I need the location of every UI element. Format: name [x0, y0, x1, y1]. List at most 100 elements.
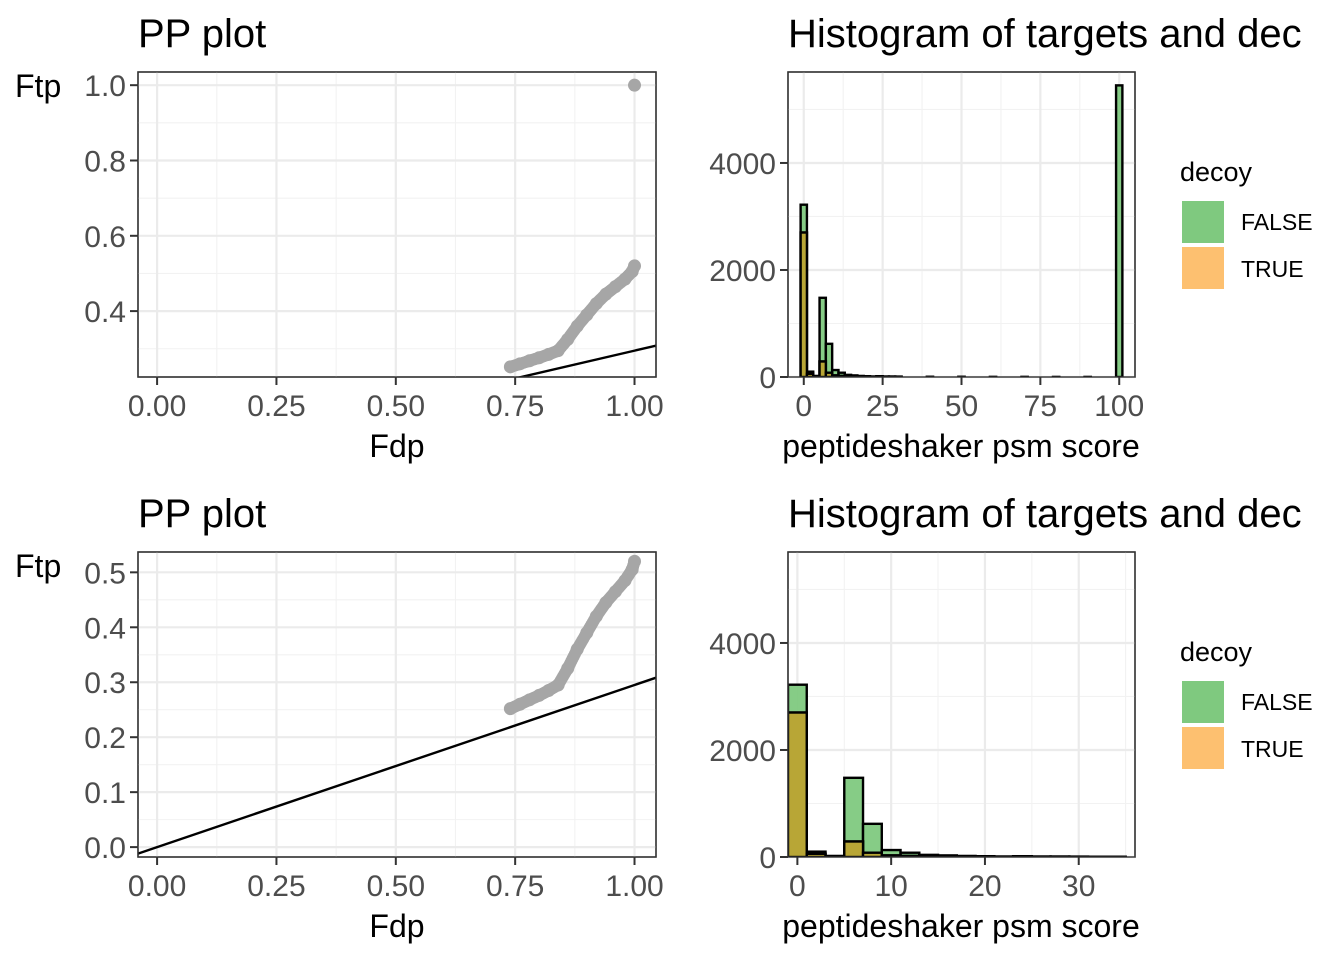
legend-top-label-true: TRUE [1241, 256, 1304, 282]
reference-line [138, 676, 656, 855]
pp-point [542, 683, 556, 697]
pp-bottom-xlabel: Fdp [369, 908, 424, 944]
legend-top-title: decoy [1180, 157, 1253, 187]
y-tick-label: 0 [759, 842, 776, 875]
y-tick-label: 2000 [709, 255, 776, 288]
y-tick-label: 1.0 [84, 70, 126, 103]
pp-top-title: PP plot [138, 12, 266, 56]
pp-top-border [137, 71, 657, 378]
legend-top-label-false: FALSE [1241, 209, 1313, 235]
pp-bottom-marks [138, 554, 656, 855]
x-tick-label: 75 [1024, 390, 1057, 423]
x-tick-label: 20 [968, 870, 1001, 903]
reference-line [515, 344, 656, 377]
pp-top-axes: 0.00 0.25 0.50 0.75 1.00 0.4 0.6 0.8 1.0 [84, 70, 663, 423]
pp-top-ylabel: Ftp [15, 68, 61, 104]
pp-point [628, 78, 642, 92]
pp-top-xlabel: Fdp [369, 428, 424, 464]
hist-bottom-border [787, 551, 1136, 858]
x-tick-label: 50 [945, 390, 978, 423]
x-tick-label: 1.00 [605, 870, 663, 903]
x-tick-label: 0.25 [247, 390, 305, 423]
y-tick-label: 2000 [709, 735, 776, 768]
hist-top-axes: 0 25 50 75 100 0 2000 4000 [709, 148, 1144, 423]
pp-point [608, 280, 622, 294]
bar-overlap [788, 711, 808, 857]
pp-bottom-panel [137, 551, 657, 858]
y-tick-label: 0 [759, 362, 776, 395]
pp-point [532, 688, 546, 702]
y-tick-label: 4000 [709, 628, 776, 661]
pp-bottom-ylabel: Ftp [15, 548, 61, 584]
pp-bottom-title: PP plot [138, 492, 266, 536]
hist-bottom-grid [788, 552, 1135, 859]
pp-point [561, 332, 575, 346]
pp-bottom-axes: 0.00 0.25 0.50 0.75 1.00 0.0 0.1 0.2 0.3 0.4 0.5 [84, 557, 663, 903]
legend-top: decoy FALSE TRUE [1180, 157, 1313, 289]
y-tick-label: 0.3 [84, 667, 126, 700]
x-tick-label: 30 [1062, 870, 1095, 903]
x-tick-label: 0.75 [486, 870, 544, 903]
hist-bottom-xlabel: peptideshaker psm score [782, 908, 1140, 944]
pp-point [580, 626, 594, 640]
x-tick-label: 0.00 [128, 390, 186, 423]
x-tick-label: 0.50 [367, 390, 425, 423]
y-tick-label: 0.5 [84, 557, 126, 590]
pp-point [589, 609, 603, 623]
hist-top-title: Histogram of targets and dec [788, 12, 1302, 56]
y-tick-label: 0.2 [84, 722, 126, 755]
x-tick-label: 0 [795, 390, 812, 423]
x-tick-label: 10 [874, 870, 907, 903]
legend-bottom-swatch-true [1182, 727, 1224, 769]
pp-top-marks [503, 78, 656, 377]
bar-false [1114, 84, 1124, 377]
pp-bottom-grid [138, 552, 656, 857]
legend-bottom-label-false: FALSE [1241, 689, 1313, 715]
pp-point [618, 574, 632, 588]
pp-point [561, 662, 575, 676]
x-tick-label: 0 [789, 870, 806, 903]
x-tick-label: 1.00 [605, 390, 663, 423]
x-tick-label: 100 [1094, 390, 1144, 423]
y-tick-label: 0.0 [84, 832, 126, 865]
pp-top-grid [138, 72, 656, 377]
hist-top-xlabel: peptideshaker psm score [782, 428, 1140, 464]
y-tick-label: 4000 [709, 148, 776, 181]
x-tick-label: 0.50 [367, 870, 425, 903]
pp-point [570, 319, 584, 333]
pp-point [628, 259, 642, 273]
legend-top-swatch-true [1182, 247, 1224, 289]
hist-bottom-marks [788, 683, 1127, 857]
pp-plot-top: PP plot 0.00 0.25 0.50 0.75 1.00 0.4 0.6 0.8 1.0… [15, 12, 664, 464]
legend-bottom-swatch-false [1182, 681, 1224, 723]
pp-point [599, 596, 613, 610]
pp-point [628, 554, 642, 568]
y-tick-label: 0.6 [84, 221, 126, 254]
bar-overlap [843, 840, 865, 857]
legend-top-swatch-false [1182, 201, 1224, 243]
hist-bottom-title: Histogram of targets and dec [788, 492, 1302, 536]
y-tick-label: 0.8 [84, 145, 126, 178]
hist-bottom-axes: 0 10 20 30 0 2000 4000 [709, 628, 1095, 903]
legend-bottom-label-true: TRUE [1241, 736, 1304, 762]
x-tick-label: 0.75 [486, 390, 544, 423]
hist-bottom-panel [787, 551, 1136, 858]
legend-bottom-title: decoy [1180, 637, 1253, 667]
pp-point [551, 344, 565, 358]
pp-point [589, 297, 603, 311]
legend-bottom: decoy FALSE TRUE [1180, 637, 1313, 769]
pp-point [570, 642, 584, 656]
y-tick-label: 0.4 [84, 612, 126, 645]
pp-plot-bottom: PP plot 0.00 0.25 0.50 0.75 1.00 0.0 0.1 0.2 0.3… [15, 492, 664, 944]
pp-point [580, 308, 594, 322]
y-tick-label: 0.1 [84, 777, 126, 810]
pp-bottom-border [137, 551, 657, 858]
x-tick-label: 0.00 [128, 870, 186, 903]
pp-point [608, 585, 622, 599]
bar-overlap [799, 231, 809, 377]
x-tick-label: 25 [866, 390, 899, 423]
x-tick-label: 0.25 [247, 870, 305, 903]
histogram-bottom: Histogram of targets and dec 0 10 20 30 0 200… [709, 492, 1312, 944]
histogram-top: Histogram of targets and dec 0 25 50 75 1000… [709, 12, 1312, 464]
